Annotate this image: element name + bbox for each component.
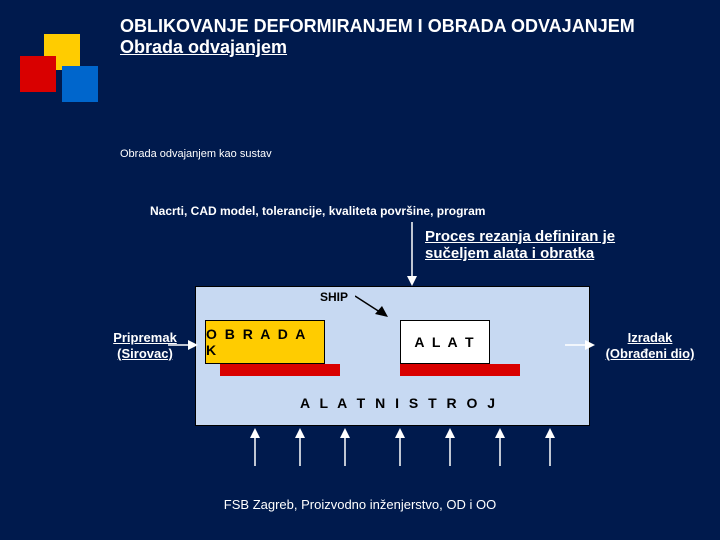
arrow-up-icon — [249, 428, 261, 466]
footer: FSB Zagreb, Proizvodno inženjerstvo, OD … — [0, 497, 720, 512]
arrow-up-icon — [339, 428, 351, 466]
deco-square — [62, 66, 98, 102]
title-block: OBLIKOVANJE DEFORMIRANJEM I OBRADA ODVAJ… — [120, 16, 690, 57]
arrow-up-icon — [444, 428, 456, 466]
box-obradak: O B R A D A K — [205, 320, 325, 364]
arrow-down-icon — [405, 222, 419, 286]
slide: OBLIKOVANJE DEFORMIRANJEM I OBRADA ODVAJ… — [0, 0, 720, 540]
arrow-right-input-icon — [168, 339, 198, 351]
label-alatni-stroj: A L A T N I S T R O J — [300, 395, 498, 411]
process-description: Proces rezanja definiran je sučeljem ala… — [425, 228, 615, 263]
red-connector-left — [220, 364, 340, 376]
arrow-up-icon — [494, 428, 506, 466]
label-izradak: Izradak (Obrađeni dio) — [595, 330, 705, 361]
red-connector-right — [400, 364, 520, 376]
input-description: Nacrti, CAD model, tolerancije, kvalitet… — [150, 204, 485, 218]
ship-arrow-icon — [355, 290, 395, 320]
arrow-up-icon — [544, 428, 556, 466]
arrow-right-output-icon — [565, 339, 595, 351]
title-line1: OBLIKOVANJE DEFORMIRANJEM I OBRADA ODVAJ… — [120, 16, 690, 37]
box-alat: A L A T — [400, 320, 490, 364]
deco-square — [20, 56, 56, 92]
arrow-up-icon — [294, 428, 306, 466]
subtitle: Obrada odvajanjem kao sustav — [120, 148, 272, 160]
ship-label: SHIP — [320, 290, 348, 304]
arrow-up-icon — [394, 428, 406, 466]
title-line2: Obrada odvajanjem — [120, 37, 690, 58]
